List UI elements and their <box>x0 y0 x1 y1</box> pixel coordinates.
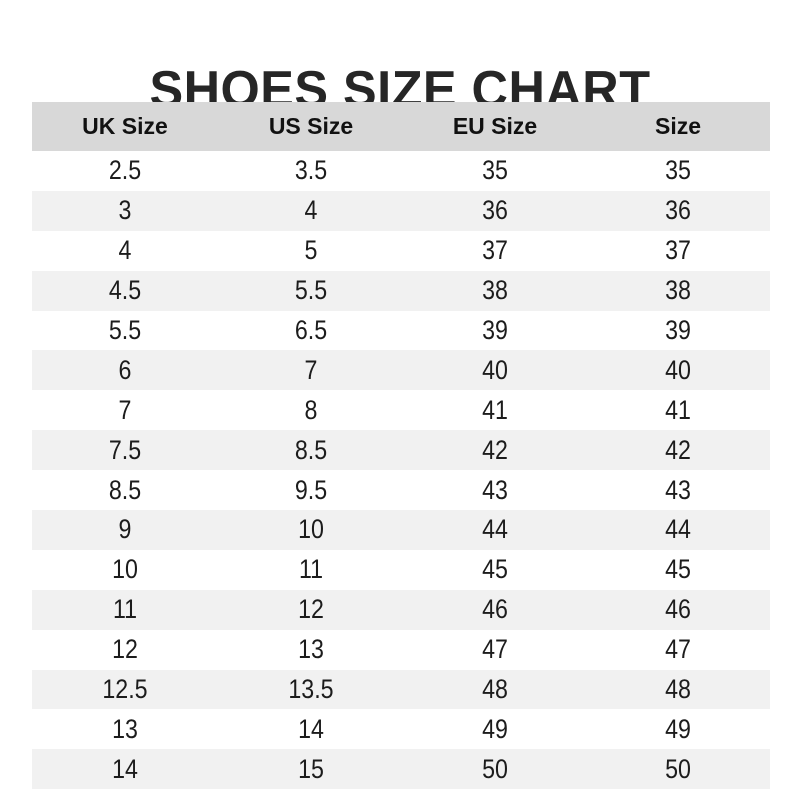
table-row: 8.5 9.5 43 43 <box>32 470 770 511</box>
cell-us-size: 7 <box>304 354 318 385</box>
cell-eu-size: 38 <box>482 275 508 306</box>
table-row: 3 4 36 36 <box>32 190 770 231</box>
cell-us-size: 12 <box>298 594 324 625</box>
cell-us-size: 3.5 <box>294 155 328 186</box>
cell-uk-size: 8.5 <box>108 474 142 505</box>
cell-eu-size: 39 <box>482 315 508 345</box>
cell-uk-size: 12 <box>112 634 138 665</box>
cell-size: 44 <box>665 514 691 545</box>
table-row: 14 15 50 50 <box>32 749 770 790</box>
cell-eu-size: 37 <box>482 235 508 266</box>
cell-size: 47 <box>665 634 691 665</box>
cell-size: 35 <box>665 155 691 186</box>
column-header-eu-size: EU Size <box>404 102 586 151</box>
cell-uk-size: 2.5 <box>108 155 142 186</box>
cell-uk-size: 7.5 <box>108 434 142 465</box>
cell-uk-size: 6 <box>118 354 132 385</box>
cell-uk-size: 14 <box>112 753 138 784</box>
column-header-size: Size <box>586 102 770 151</box>
cell-us-size: 5 <box>304 235 318 266</box>
cell-size: 48 <box>665 674 691 705</box>
cell-us-size: 13 <box>298 634 324 665</box>
table-row: 12 13 47 47 <box>32 629 770 670</box>
table-row: 9 10 44 44 <box>32 510 770 550</box>
cell-us-size: 14 <box>298 713 324 744</box>
table-header: UK Size US Size EU Size Size <box>32 102 770 151</box>
cell-size: 50 <box>665 753 691 784</box>
cell-eu-size: 47 <box>482 634 508 665</box>
cell-eu-size: 49 <box>482 713 508 744</box>
table-row: 13 14 49 49 <box>32 709 770 750</box>
cell-us-size: 5.5 <box>294 275 328 306</box>
cell-us-size: 6.5 <box>294 315 328 345</box>
cell-us-size: 9.5 <box>294 474 328 505</box>
cell-size: 41 <box>665 394 691 425</box>
cell-us-size: 8 <box>304 394 318 425</box>
table-body: 2.5 3.5 35 35 3 4 36 36 4 5 37 37 4.5 5.… <box>32 151 770 790</box>
table-row: 11 12 46 46 <box>32 589 770 630</box>
cell-us-size: 13.5 <box>288 674 334 705</box>
cell-size: 38 <box>665 275 691 306</box>
table-row: 2.5 3.5 35 35 <box>32 151 770 191</box>
cell-us-size: 4 <box>304 195 318 226</box>
cell-eu-size: 43 <box>482 474 508 505</box>
cell-size: 40 <box>665 354 691 385</box>
cell-uk-size: 4.5 <box>108 275 142 306</box>
column-header-uk-size: UK Size <box>32 102 218 151</box>
cell-uk-size: 13 <box>112 713 138 744</box>
cell-size: 46 <box>665 594 691 625</box>
cell-eu-size: 36 <box>482 195 508 226</box>
column-header-us-size: US Size <box>218 102 404 151</box>
cell-eu-size: 42 <box>482 434 508 465</box>
table-row: 4.5 5.5 38 38 <box>32 270 770 311</box>
table-row: 7.5 8.5 42 42 <box>32 430 770 471</box>
cell-uk-size: 10 <box>112 554 138 585</box>
size-chart-table: UK Size US Size EU Size Size 2.5 3.5 35 … <box>32 102 770 790</box>
cell-size: 39 <box>665 315 691 345</box>
cell-uk-size: 11 <box>112 594 138 625</box>
cell-uk-size: 5.5 <box>108 315 142 345</box>
table-row: 10 11 45 45 <box>32 549 770 590</box>
table-row: 6 7 40 40 <box>32 350 770 391</box>
cell-us-size: 11 <box>298 554 324 585</box>
table-row: 4 5 37 37 <box>32 230 770 271</box>
cell-us-size: 10 <box>298 514 324 545</box>
cell-uk-size: 3 <box>118 195 132 226</box>
cell-size: 37 <box>665 235 691 266</box>
table-row: 5.5 6.5 39 39 <box>32 310 770 351</box>
cell-size: 42 <box>665 434 691 465</box>
cell-uk-size: 12.5 <box>102 674 148 705</box>
cell-eu-size: 46 <box>482 594 508 625</box>
cell-eu-size: 40 <box>482 354 508 385</box>
cell-uk-size: 9 <box>118 514 132 545</box>
cell-eu-size: 44 <box>482 514 508 545</box>
cell-uk-size: 4 <box>118 235 132 266</box>
table-row: 7 8 41 41 <box>32 390 770 431</box>
cell-uk-size: 7 <box>118 394 132 425</box>
table-header-row: UK Size US Size EU Size Size <box>32 102 770 151</box>
cell-size: 36 <box>665 195 691 226</box>
cell-size: 43 <box>665 474 691 505</box>
cell-eu-size: 41 <box>482 394 508 425</box>
cell-eu-size: 50 <box>482 753 508 784</box>
cell-us-size: 15 <box>298 753 324 784</box>
cell-eu-size: 45 <box>482 554 508 585</box>
cell-size: 45 <box>665 554 691 585</box>
cell-eu-size: 48 <box>482 674 508 705</box>
cell-size: 49 <box>665 713 691 744</box>
cell-eu-size: 35 <box>482 155 508 186</box>
cell-us-size: 8.5 <box>294 434 328 465</box>
table-row: 12.5 13.5 48 48 <box>32 669 770 710</box>
